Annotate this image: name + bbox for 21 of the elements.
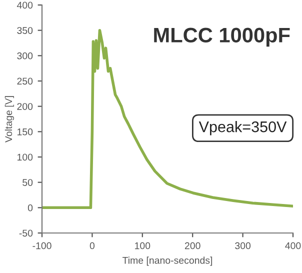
x-axis-title: Time [nano-seconds] (122, 256, 212, 266)
x-tick-label: 100 (135, 242, 150, 250)
y-tick-label: 200 (17, 103, 33, 110)
x-tick-label: -100 (32, 242, 52, 250)
y-tick-label: 300 (17, 52, 33, 60)
y-tick-label: 0 (28, 204, 33, 212)
y-tick-label: 150 (17, 128, 33, 136)
y-tick-label: 50 (22, 179, 33, 186)
text: MLCC 1000pF (154, 28, 290, 47)
annotation: Vpeak=350V (198, 121, 287, 136)
x-tick-label: 300 (235, 242, 251, 250)
y-tick-label: 100 (17, 154, 33, 161)
y-tick-label: -50 (19, 230, 33, 237)
y-tick-label: 350 (17, 27, 33, 34)
x-tick-label: 200 (184, 242, 200, 250)
y-tick-label: 250 (17, 78, 33, 85)
x-tick-label: 400 (285, 242, 301, 250)
line-series (42, 28, 293, 210)
y-axis-title: Voltage [V] (4, 96, 14, 142)
x-tick-label: 0 (90, 242, 95, 250)
y-tick-label: 400 (16, 2, 33, 9)
